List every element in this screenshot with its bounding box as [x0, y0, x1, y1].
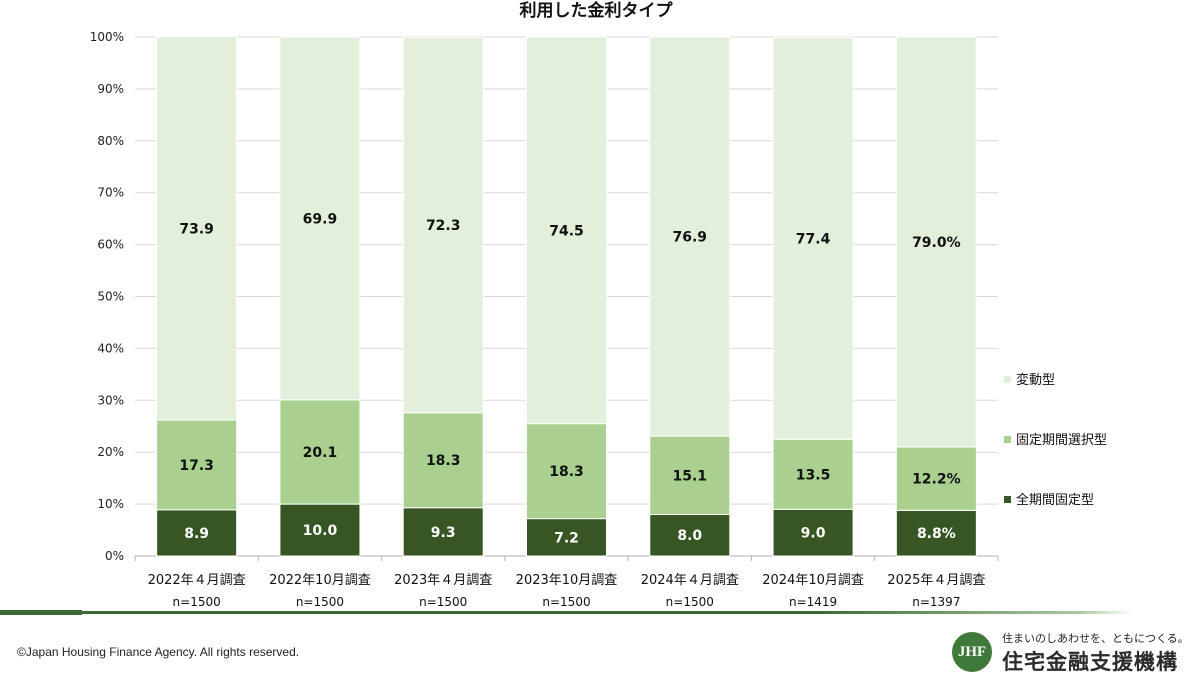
bar-segment — [526, 423, 607, 520]
sample-size-label: n=1500 — [666, 595, 714, 609]
sample-size-label: n=1500 — [542, 595, 590, 609]
bar-segment — [772, 37, 854, 440]
jhf-logo-mark: JHF — [952, 632, 992, 672]
y-tick-label: 70% — [97, 186, 124, 200]
y-tick-label: 0% — [105, 549, 124, 563]
y-tick-label: 40% — [97, 341, 124, 355]
y-tick-label: 90% — [97, 82, 124, 96]
bar-segment — [772, 508, 854, 557]
legend-swatch — [1004, 376, 1011, 383]
x-tick-label: 2022年４月調査 — [148, 573, 246, 588]
data-label: 18.3 — [426, 453, 461, 469]
x-tick-label: 2023年４月調査 — [394, 573, 492, 588]
footer-divider-accent — [0, 610, 82, 615]
y-tick-label: 20% — [97, 445, 124, 459]
bar-segment — [279, 399, 361, 505]
x-tick-label: 2025年４月調査 — [887, 573, 985, 588]
bar-segment — [895, 36, 977, 448]
legend-swatch — [1004, 436, 1011, 443]
data-label: 72.3 — [426, 218, 461, 234]
x-tick-label: 2023年10月調査 — [516, 573, 618, 588]
sample-size-label: n=1419 — [789, 595, 837, 609]
data-label: 76.9 — [673, 230, 708, 246]
bar-segment — [772, 438, 854, 510]
y-tick-label: 100% — [90, 30, 124, 44]
data-label: 18.3 — [549, 464, 584, 480]
chart-title: 利用した金利タイプ — [519, 1, 673, 21]
y-tick-label: 50% — [97, 290, 124, 304]
bar-segment — [402, 507, 484, 557]
y-tick-label: 60% — [97, 238, 124, 252]
data-label: 8.0 — [677, 528, 702, 544]
sample-size-label: n=1500 — [173, 595, 221, 609]
stacked-bar-chart: 0% 10% 20% 30% 40% 50% 60% 70% 80% 90% 100% 8.9 17.3… — [90, 30, 1107, 609]
data-label: 13.5 — [796, 467, 831, 483]
data-label: 77.4 — [796, 231, 831, 247]
logo-name: 住宅金融支援機構 — [1002, 650, 1178, 674]
legend-label: 変動型 — [1016, 372, 1055, 388]
data-label: 79.0% — [912, 235, 961, 251]
data-label: 74.5 — [549, 223, 584, 239]
data-label: 8.9 — [184, 526, 209, 542]
data-label: 12.2% — [912, 472, 961, 488]
data-label: 7.2 — [554, 530, 579, 546]
y-tick-label: 30% — [97, 393, 124, 407]
data-label: 17.3 — [179, 458, 214, 474]
sample-size-label: n=1397 — [912, 595, 960, 609]
data-label: 69.9 — [303, 211, 338, 227]
data-label: 15.1 — [673, 468, 708, 484]
x-tick-label: 2024年４月調査 — [641, 573, 739, 588]
bar-segment — [649, 36, 731, 437]
logo-tagline: 住まいのしあわせを、ともにつくる。 — [1002, 632, 1189, 645]
data-label: 73.9 — [179, 221, 214, 237]
sample-size-label: n=1500 — [296, 595, 344, 609]
data-label: 8.8% — [917, 526, 956, 542]
data-label: 20.1 — [303, 445, 338, 461]
legend-label: 固定期間選択型 — [1016, 433, 1107, 448]
bar-segment — [526, 518, 607, 557]
bar-segment — [402, 37, 484, 414]
y-tick-label: 80% — [97, 134, 124, 148]
bar-segment — [895, 446, 977, 511]
x-tick-label: 2024年10月調査 — [762, 573, 864, 588]
bar-segment — [156, 419, 238, 511]
sample-size-label: n=1500 — [419, 595, 467, 609]
bar-segment — [156, 35, 238, 421]
jhf-logo: JHF 住まいのしあわせを、ともにつくる。 住宅金融支援機構 — [952, 628, 1189, 676]
legend-label: 全期間固定型 — [1016, 492, 1094, 508]
y-tick-label: 10% — [97, 497, 124, 511]
data-label: 10.0 — [303, 523, 338, 539]
data-label: 9.3 — [431, 525, 456, 541]
bar-segment — [279, 36, 361, 401]
data-label: 9.0 — [801, 526, 826, 542]
x-tick-label: 2022年10月調査 — [269, 573, 371, 588]
legend-swatch — [1004, 496, 1011, 503]
bar-segment — [402, 412, 484, 509]
copyright-text: ©Japan Housing Finance Agency. All right… — [17, 645, 300, 659]
bar-segment — [526, 36, 607, 425]
footer-divider — [82, 611, 1132, 614]
